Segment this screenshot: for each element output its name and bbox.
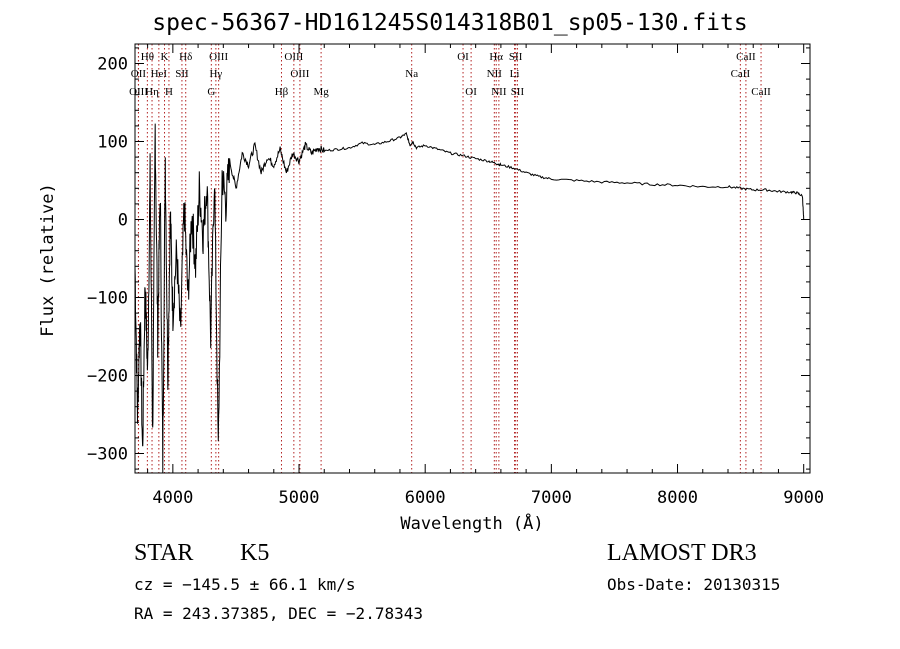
line-label-1: OII xyxy=(131,68,147,80)
axis-ticks xyxy=(135,44,810,473)
x-tick-label-3: 7000 xyxy=(531,488,572,508)
line-label-27: CaII xyxy=(751,86,771,98)
x-axis-label: Wavelength (Å) xyxy=(400,512,543,534)
line-label-18: OI xyxy=(465,86,477,98)
line-label-12: Hβ xyxy=(275,86,289,98)
line-label-20: NII xyxy=(487,68,503,80)
line-label-3: K xyxy=(161,51,169,63)
line-label-9: OIII xyxy=(209,51,228,63)
plot-frame xyxy=(134,43,811,474)
y-tick-label-1: −200 xyxy=(87,367,128,387)
chart-title: spec-56367-HD161245S014318B01_sp05-130.f… xyxy=(152,10,748,36)
line-label-14: OIII xyxy=(290,68,309,80)
x-tick-label-4: 8000 xyxy=(657,488,698,508)
x-tick-label-5: 9000 xyxy=(783,488,824,508)
x-tick-label-1: 5000 xyxy=(279,488,320,508)
observation-date: Obs-Date: 20130315 xyxy=(607,575,781,594)
x-tick-label-0: 4000 xyxy=(152,488,193,508)
y-tick-label-5: 200 xyxy=(97,55,128,75)
y-tick-label-4: 100 xyxy=(97,133,128,153)
line-label-4: H xyxy=(165,86,173,98)
line-label-17: OI xyxy=(457,51,469,63)
redshift-velocity: cz = −145.5 ± 66.1 km/s xyxy=(134,575,356,594)
line-label-16: Na xyxy=(405,68,418,80)
line-label-10: Hγ xyxy=(209,68,222,80)
line-label-25: CaII xyxy=(736,51,756,63)
y-axis-label: Flux (relative) xyxy=(38,183,58,337)
line-label-0: Hθ xyxy=(141,51,154,63)
line-label-8: Hδ xyxy=(179,51,192,63)
line-label-21: NII xyxy=(491,86,507,98)
sky-coordinates: RA = 243.37385, DEC = −2.78343 xyxy=(134,604,423,623)
line-label-11: G xyxy=(207,86,215,98)
line-label-5: HeI xyxy=(151,68,168,80)
spectral-line-markers xyxy=(137,44,762,473)
object-class: STAR xyxy=(134,540,194,566)
survey-name: LAMOST DR3 xyxy=(607,540,757,566)
axis-tick-labels: 4000 5000 6000 7000 8000 9000 −300 −200 −100 0 100… xyxy=(87,55,824,509)
line-label-26: CaII xyxy=(731,68,751,80)
line-label-15: Mg xyxy=(313,86,329,98)
y-tick-label-2: −100 xyxy=(87,289,128,309)
line-label-2: OIII xyxy=(129,86,148,98)
line-label-13: OIII xyxy=(284,51,303,63)
line-label-6: Hη xyxy=(145,86,159,98)
line-label-7: SII xyxy=(175,68,189,80)
y-tick-label-3: 0 xyxy=(118,211,128,231)
spectrum-series-line xyxy=(134,123,805,473)
y-tick-label-0: −300 xyxy=(87,445,128,465)
line-label-23: Li xyxy=(510,68,520,80)
spectral-subclass: K5 xyxy=(240,540,270,566)
line-label-19: Hα xyxy=(489,51,503,63)
x-tick-label-2: 6000 xyxy=(405,488,446,508)
line-label-24: SII xyxy=(511,86,525,98)
line-label-22: SII xyxy=(509,51,523,63)
